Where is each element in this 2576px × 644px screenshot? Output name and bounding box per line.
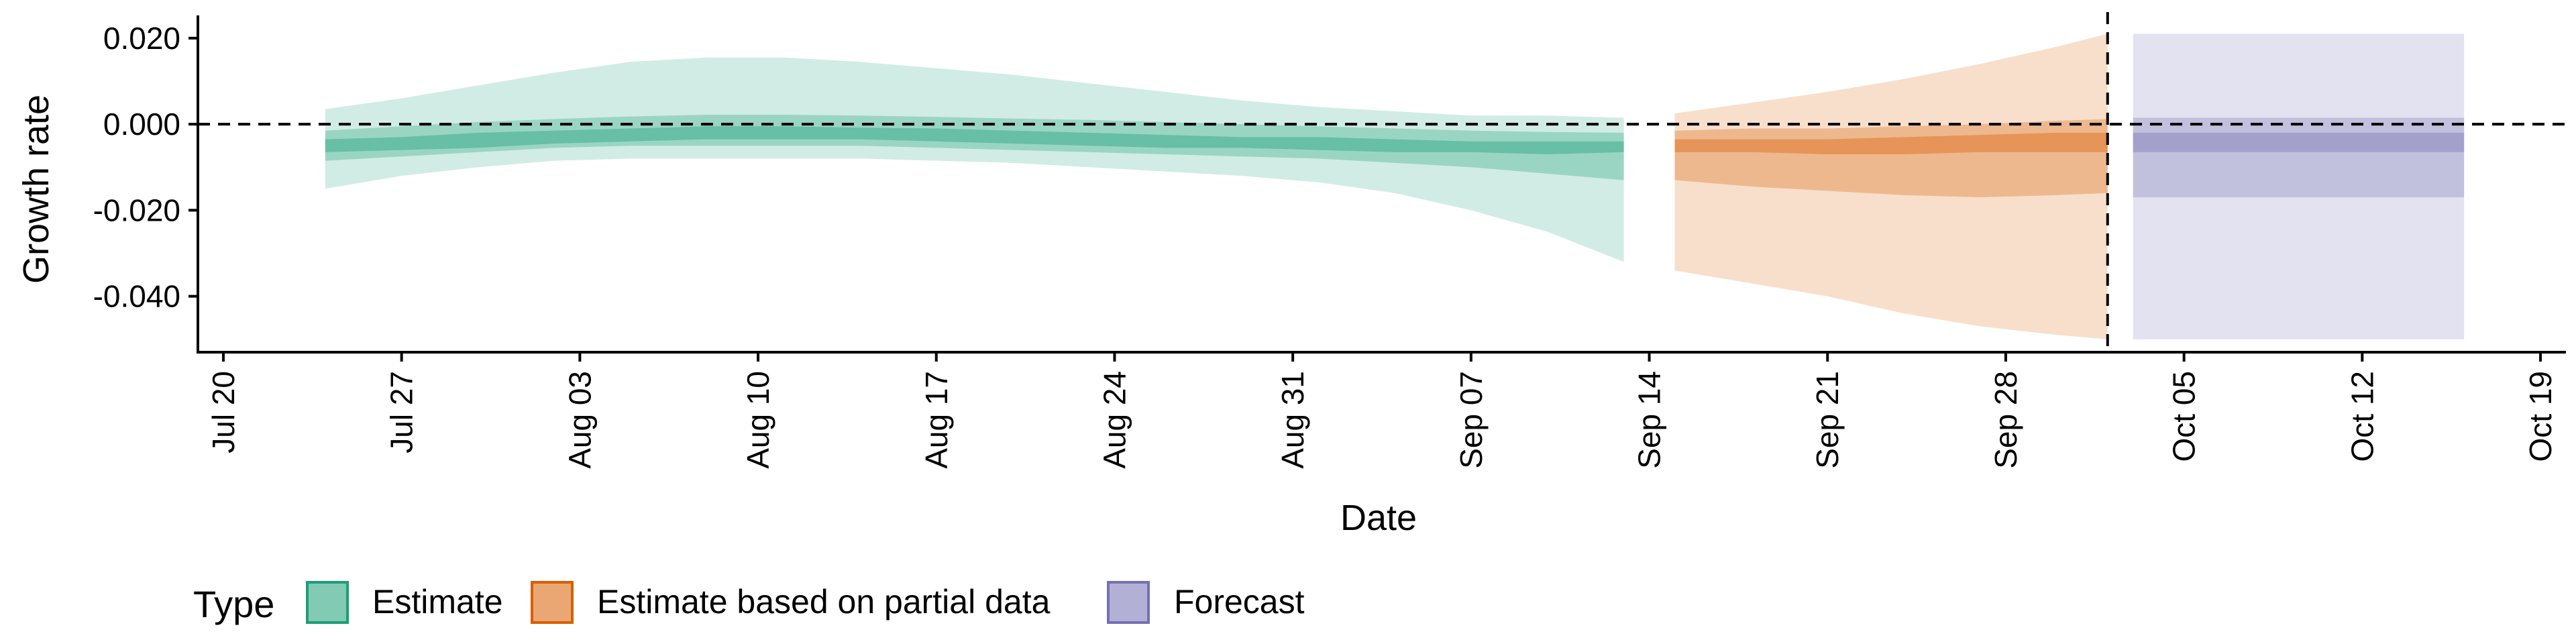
y-tick-label: -0.040: [93, 279, 180, 314]
x-tick-label: Aug 17: [919, 371, 954, 469]
ribbon-estimate-based-on-partial-data-90pct: [1674, 34, 2108, 339]
ribbon-estimate-90pct: [325, 57, 1624, 262]
ribbon-estimate-based-on-partial-data-20pct: [1674, 132, 2108, 154]
y-tick-label: 0.020: [103, 21, 180, 56]
x-tick-label: Sep 21: [1810, 371, 1845, 469]
plot-area: [198, 12, 2566, 352]
x-tick-label: Sep 14: [1632, 371, 1667, 469]
x-tick-label: Sep 28: [1988, 371, 2023, 469]
x-tick-label: Aug 10: [741, 371, 775, 469]
x-tick-label: Oct 19: [2523, 371, 2558, 462]
y-tick-label: -0.020: [93, 193, 180, 227]
x-tick-label: Jul 20: [206, 371, 241, 453]
legend-label-estimate-based-on-partial-data: Estimate based on partial data: [597, 583, 1051, 621]
y-tick-label: 0.000: [103, 107, 180, 142]
legend: Type Estimate Estimate based on partial d…: [193, 581, 1305, 625]
ribbon-forecast-20pct: [2133, 132, 2465, 152]
x-axis-title: Date: [1340, 498, 1417, 538]
ribbon-forecast-90pct: [2133, 34, 2465, 339]
x-tick-label: Aug 31: [1275, 371, 1310, 469]
x-tick-label: Oct 05: [2167, 371, 2202, 462]
ribbon-estimate-50pct: [325, 115, 1624, 180]
ribbon-estimate-20pct: [325, 126, 1624, 154]
legend-label-forecast: Forecast: [1174, 583, 1305, 621]
axes: 0.020 0.000 -0.020 -0.040 Jul 20 Jul 27 Aug 03…: [93, 15, 2566, 469]
x-tick-label: Aug 24: [1097, 371, 1132, 469]
ribbon-forecast-50pct: [2133, 117, 2465, 198]
legend-key-estimate: [306, 581, 349, 624]
y-axis-title: Growth rate: [16, 95, 56, 284]
legend-title: Type: [193, 583, 274, 625]
x-tick-label: Jul 27: [384, 371, 419, 453]
legend-label-estimate: Estimate: [372, 583, 503, 621]
x-tick-label: Sep 07: [1454, 371, 1489, 469]
x-tick-label: Aug 03: [562, 371, 597, 469]
legend-key-forecast: [1107, 581, 1150, 624]
x-tick-label: Oct 12: [2345, 371, 2379, 462]
ribbon-estimate-based-on-partial-data-50pct: [1674, 119, 2108, 198]
legend-key-estimate-based-on-partial-data: [531, 581, 574, 624]
